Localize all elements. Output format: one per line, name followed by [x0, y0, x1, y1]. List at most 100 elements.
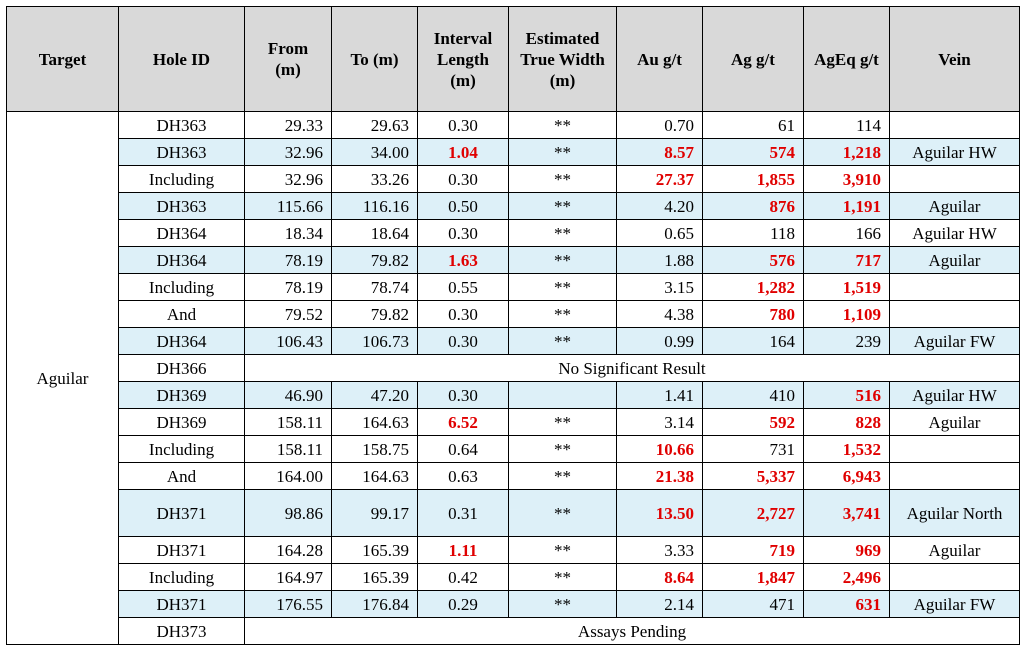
- from-cell: 79.52: [244, 300, 332, 328]
- table-row: DH369 158.11 164.63 6.52 ** 3.14 592 828 Aguilar: [7, 408, 1020, 436]
- au-cell: 4.20: [616, 192, 703, 220]
- interval-cell: 0.30: [417, 381, 509, 409]
- from-cell: 46.90: [244, 381, 332, 409]
- vein-cell: [889, 300, 1020, 328]
- etw-cell: **: [508, 590, 617, 618]
- header-row: Target Hole ID From (m) To (m) Interval …: [6, 6, 1020, 112]
- vein-cell: Aguilar North: [889, 489, 1020, 537]
- hole-id-cell: DH363: [118, 192, 245, 220]
- table-row: And 164.00 164.63 0.63 ** 21.38 5,337 6,943: [7, 462, 1020, 490]
- ag-cell: 61: [702, 111, 804, 139]
- au-cell: 3.14: [616, 408, 703, 436]
- au-cell: 1.88: [616, 246, 703, 274]
- hole-id-cell: Including: [118, 435, 245, 463]
- table-row: DH364 18.34 18.64 0.30 ** 0.65 118 166 Aguilar H…: [7, 219, 1020, 247]
- etw-cell: **: [508, 536, 617, 564]
- header-hole-id: Hole ID: [118, 6, 245, 112]
- au-cell: 0.99: [616, 327, 703, 355]
- to-cell: 33.26: [331, 165, 418, 193]
- to-cell: 79.82: [331, 246, 418, 274]
- ageq-cell: 3,910: [803, 165, 890, 193]
- ageq-cell: 516: [803, 381, 890, 409]
- etw-cell: **: [508, 408, 617, 436]
- table-row: DH364 106.43 106.73 0.30 ** 0.99 164 239 Aguilar…: [7, 327, 1020, 355]
- to-cell: 116.16: [331, 192, 418, 220]
- hole-id-cell: DH371: [118, 536, 245, 564]
- vein-cell: Aguilar FW: [889, 590, 1020, 618]
- hole-id-cell: DH373: [118, 617, 245, 645]
- table-row: Including 78.19 78.74 0.55 ** 3.15 1,282 1,519: [7, 273, 1020, 301]
- vein-cell: Aguilar HW: [889, 219, 1020, 247]
- status-note-cell: Assays Pending: [244, 617, 1020, 645]
- vein-cell: Aguilar: [889, 246, 1020, 274]
- hole-id-cell: DH371: [118, 489, 245, 537]
- target-cell: Aguilar: [6, 111, 119, 645]
- vein-cell: [889, 435, 1020, 463]
- etw-cell: **: [508, 435, 617, 463]
- ag-cell: 876: [702, 192, 804, 220]
- from-cell: 32.96: [244, 138, 332, 166]
- ageq-cell: 1,191: [803, 192, 890, 220]
- etw-cell: **: [508, 219, 617, 247]
- ageq-cell: 239: [803, 327, 890, 355]
- header-vein: Vein: [889, 6, 1020, 112]
- header-au: Au g/t: [616, 6, 703, 112]
- au-cell: 1.41: [616, 381, 703, 409]
- interval-cell: 0.63: [417, 462, 509, 490]
- ageq-cell: 166: [803, 219, 890, 247]
- interval-cell: 1.04: [417, 138, 509, 166]
- to-cell: 158.75: [331, 435, 418, 463]
- vein-cell: [889, 273, 1020, 301]
- ag-cell: 719: [702, 536, 804, 564]
- header-to: To (m): [331, 6, 418, 112]
- vein-cell: Aguilar HW: [889, 138, 1020, 166]
- etw-cell: **: [508, 192, 617, 220]
- table-row: And 79.52 79.82 0.30 ** 4.38 780 1,109: [7, 300, 1020, 328]
- interval-cell: 0.30: [417, 219, 509, 247]
- table-row: Aguilar DH363 29.33 29.63 0.30 ** 0.70 61 114: [6, 111, 1020, 645]
- to-cell: 164.63: [331, 462, 418, 490]
- interval-cell: 0.42: [417, 563, 509, 591]
- to-cell: 106.73: [331, 327, 418, 355]
- interval-cell: 0.30: [417, 327, 509, 355]
- etw-cell: **: [508, 489, 617, 537]
- ageq-cell: 1,109: [803, 300, 890, 328]
- ag-cell: 2,727: [702, 489, 804, 537]
- from-cell: 164.00: [244, 462, 332, 490]
- etw-cell: **: [508, 563, 617, 591]
- au-cell: 27.37: [616, 165, 703, 193]
- header-ag: Ag g/t: [702, 6, 804, 112]
- from-cell: 164.28: [244, 536, 332, 564]
- table-row: DH371 98.86 99.17 0.31 ** 13.50 2,727 3,741 Agui…: [7, 489, 1020, 537]
- au-cell: 3.33: [616, 536, 703, 564]
- ageq-cell: 114: [803, 111, 890, 139]
- au-cell: 0.70: [616, 111, 703, 139]
- status-note-cell: No Significant Result: [244, 354, 1020, 382]
- hole-id-cell: DH366: [118, 354, 245, 382]
- au-cell: 0.65: [616, 219, 703, 247]
- from-cell: 98.86: [244, 489, 332, 537]
- etw-cell: [508, 381, 617, 409]
- hole-id-cell: DH364: [118, 327, 245, 355]
- etw-cell: **: [508, 138, 617, 166]
- from-cell: 29.33: [244, 111, 332, 139]
- interval-cell: 0.30: [417, 165, 509, 193]
- interval-cell: 0.55: [417, 273, 509, 301]
- from-cell: 78.19: [244, 246, 332, 274]
- hole-id-cell: DH369: [118, 381, 245, 409]
- vein-cell: Aguilar: [889, 192, 1020, 220]
- ag-cell: 576: [702, 246, 804, 274]
- table-row: DH371 176.55 176.84 0.29 ** 2.14 471 631 Aguilar…: [7, 590, 1020, 618]
- from-cell: 176.55: [244, 590, 332, 618]
- au-cell: 8.64: [616, 563, 703, 591]
- etw-cell: **: [508, 327, 617, 355]
- hole-id-cell: DH363: [118, 138, 245, 166]
- to-cell: 176.84: [331, 590, 418, 618]
- ag-cell: 1,855: [702, 165, 804, 193]
- from-cell: 115.66: [244, 192, 332, 220]
- ag-cell: 471: [702, 590, 804, 618]
- etw-cell: **: [508, 246, 617, 274]
- interval-cell: 6.52: [417, 408, 509, 436]
- to-cell: 78.74: [331, 273, 418, 301]
- hole-id-cell: Including: [118, 563, 245, 591]
